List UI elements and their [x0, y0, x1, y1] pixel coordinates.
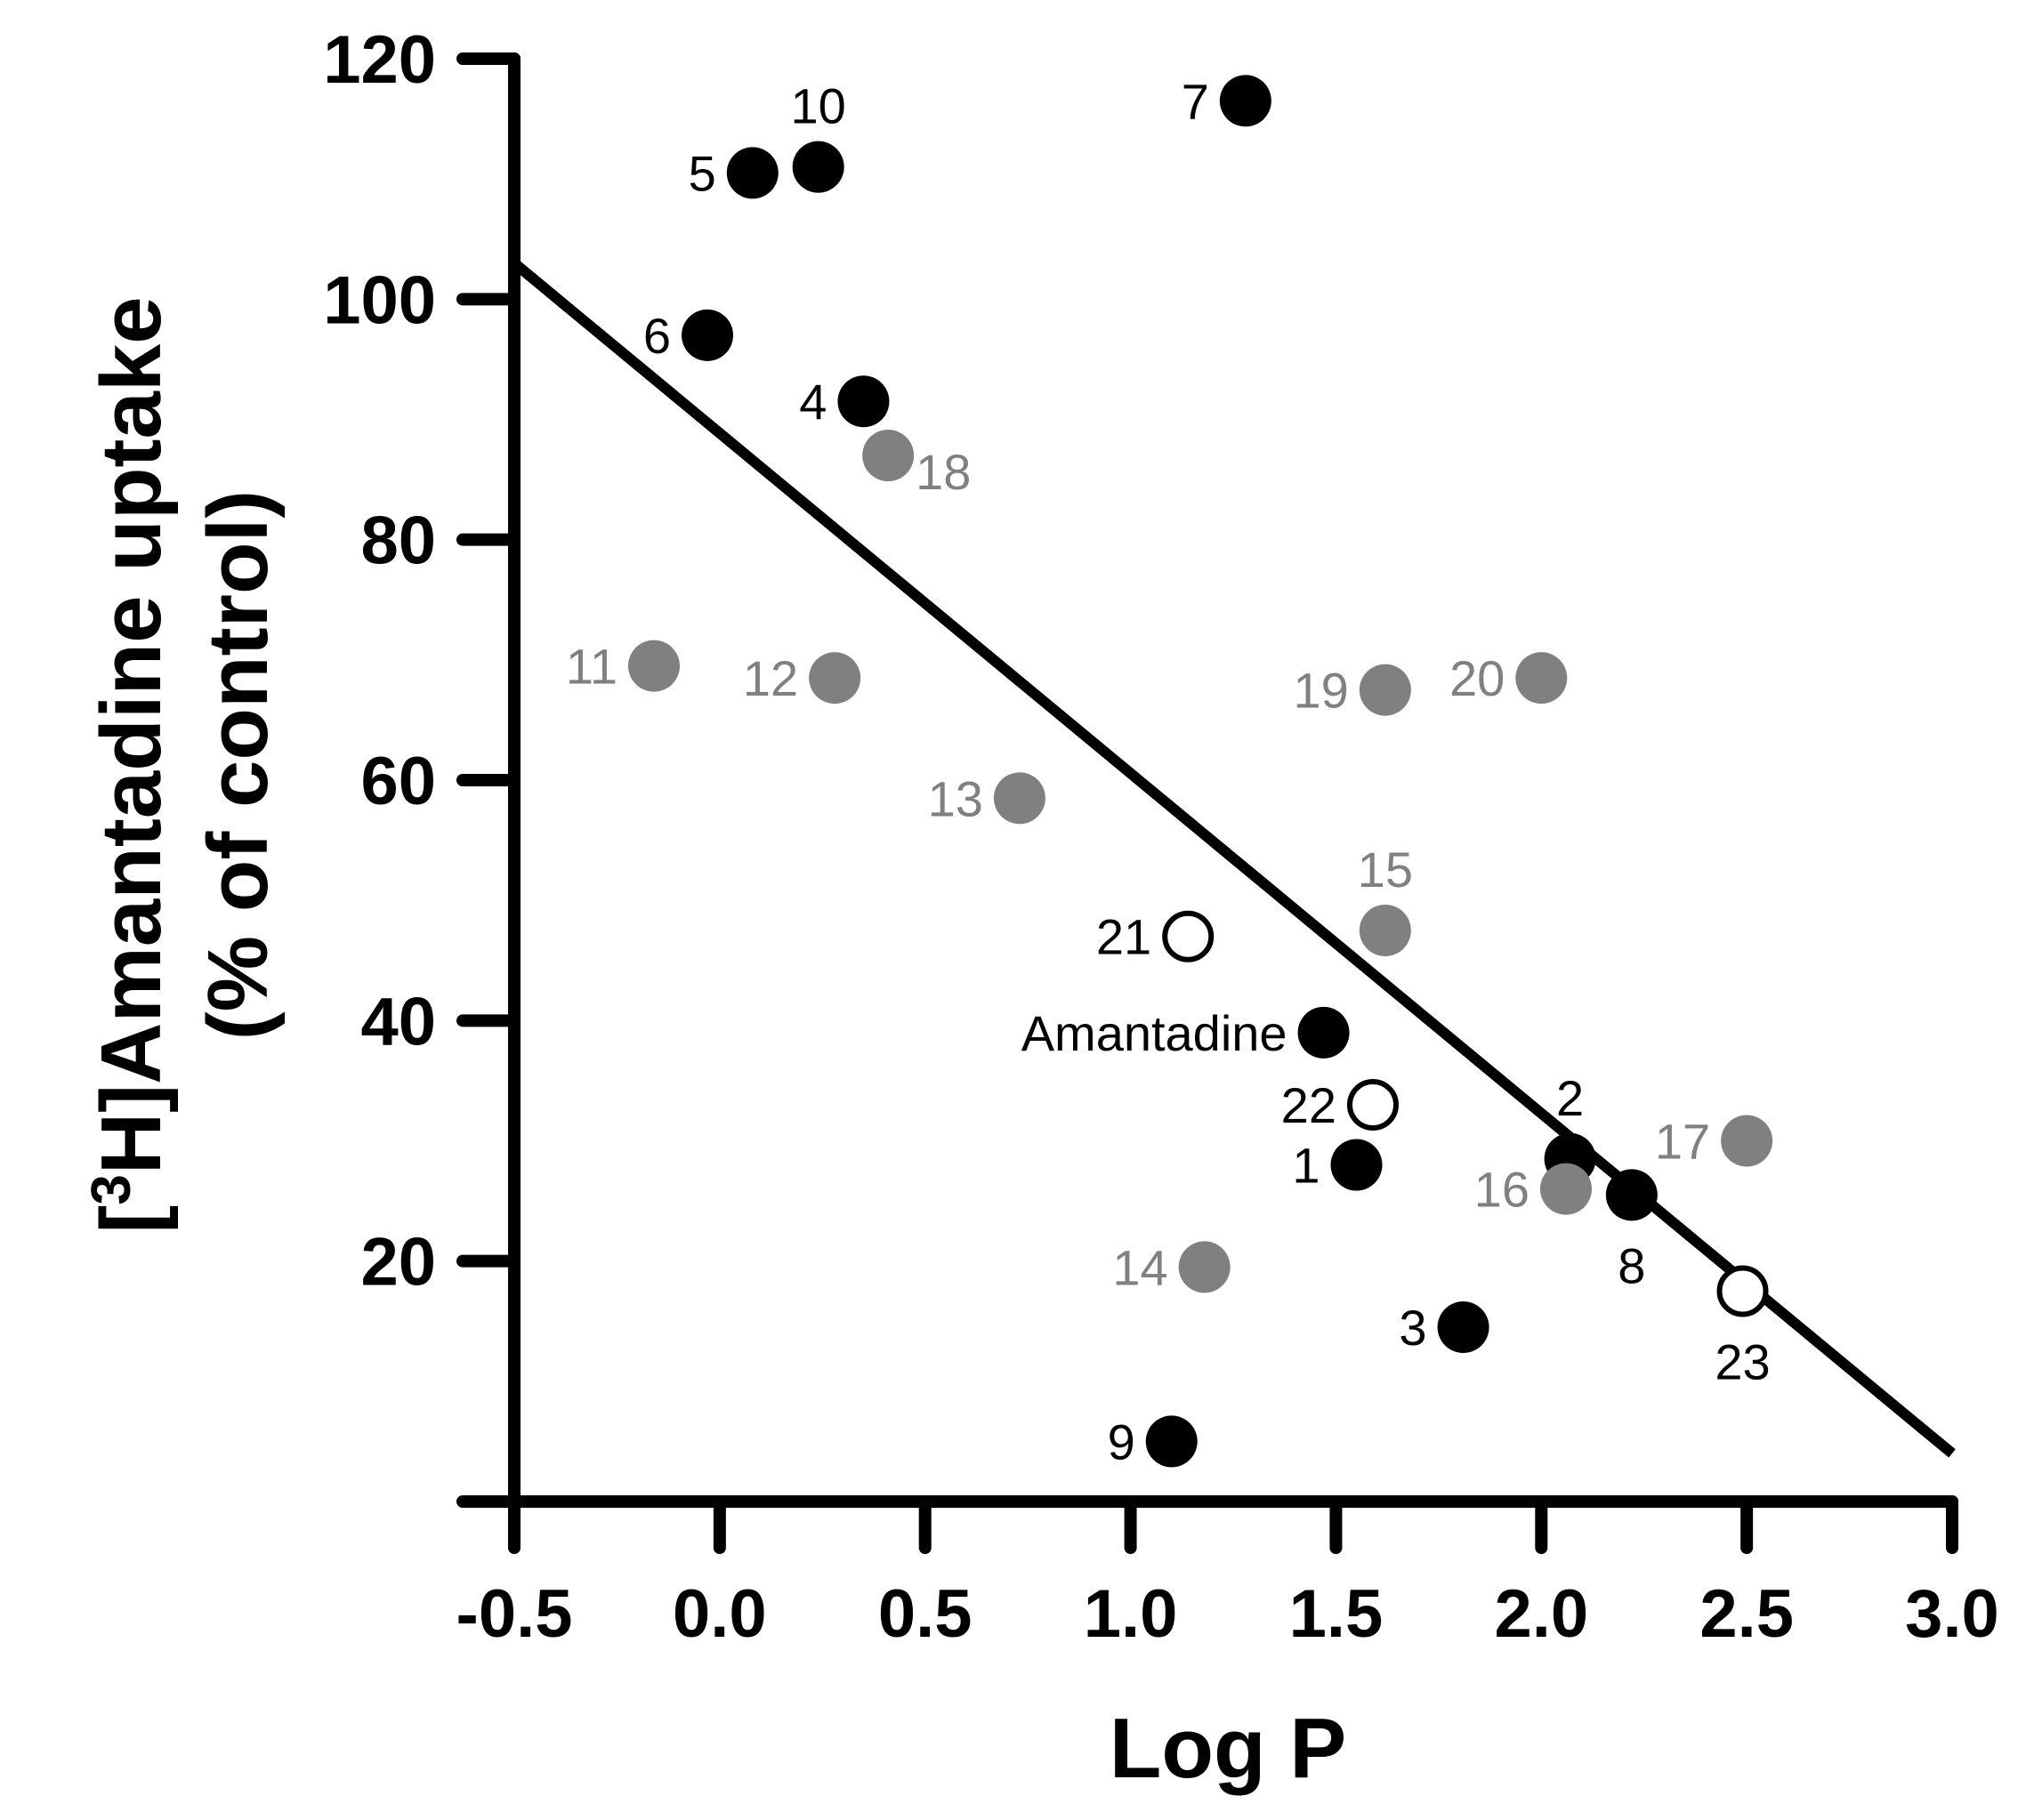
data-point-label: 4	[799, 374, 827, 430]
data-point-label: 19	[1294, 663, 1349, 719]
data-point-label: 2	[1556, 1070, 1584, 1126]
data-point-9	[1145, 1415, 1198, 1468]
data-point-20	[1515, 652, 1568, 705]
data-point-label: 10	[791, 78, 846, 134]
data-point-8	[1605, 1169, 1658, 1221]
data-point-22	[1346, 1078, 1399, 1131]
y-tick-label: 40	[360, 984, 436, 1059]
data-point-label: 5	[689, 145, 716, 201]
y-tick-label: 20	[360, 1225, 436, 1301]
data-point-label: 8	[1618, 1237, 1645, 1293]
data-point-label: 9	[1108, 1413, 1135, 1470]
regression-line	[511, 259, 1956, 1458]
x-tick-label: 1.0	[1084, 1576, 1178, 1652]
data-point-6	[682, 309, 734, 361]
data-point-label: 12	[743, 650, 798, 706]
x-axis-title: Log P	[1110, 1701, 1347, 1796]
data-point-label: 18	[916, 444, 971, 500]
data-point-21	[1162, 910, 1215, 962]
data-point-label: 15	[1358, 842, 1413, 898]
y-tick-label: 80	[360, 503, 436, 579]
svg-text:[3H]Amantadine uptake: [3H]Amantadine uptake	[81, 296, 179, 1233]
data-point-16	[1539, 1163, 1592, 1215]
x-tick-label: 3.0	[1905, 1576, 1999, 1652]
y-axis-title-prefix: [	[84, 1205, 179, 1234]
data-point-label: 1	[1292, 1138, 1320, 1194]
y-tick-label: 120	[323, 22, 436, 98]
data-point-7	[1219, 75, 1271, 127]
data-point-label: 20	[1449, 650, 1505, 706]
data-point-14	[1178, 1241, 1231, 1293]
y-axis-title: [3H]Amantadine uptake (% of control)	[81, 296, 286, 1233]
data-point-19	[1359, 664, 1411, 716]
data-point-label: 3	[1399, 1300, 1426, 1356]
data-point-11	[627, 640, 680, 692]
x-tick-label: 0.0	[673, 1576, 767, 1652]
x-tick-label: 2.5	[1699, 1576, 1794, 1652]
data-point-label: 11	[566, 639, 617, 695]
data-point-label: 17	[1655, 1114, 1710, 1170]
data-point-23	[1716, 1265, 1769, 1317]
y-tick-label: 100	[323, 262, 436, 338]
data-point-label: 21	[1096, 909, 1151, 965]
data-point-amantadine	[1297, 1006, 1350, 1059]
data-point-4	[837, 375, 890, 428]
x-tick-label: 1.5	[1289, 1576, 1384, 1652]
data-point-3	[1437, 1301, 1489, 1354]
data-point-label: 6	[643, 308, 671, 364]
data-point-label: 13	[928, 770, 983, 826]
data-point-17	[1721, 1115, 1773, 1167]
x-tick-label: -0.5	[456, 1576, 573, 1652]
data-point-label: 22	[1281, 1077, 1336, 1133]
y-axis-title-superscript: 3	[81, 1174, 142, 1204]
data-point-12	[809, 652, 861, 705]
data-point-13	[993, 772, 1045, 825]
data-point-label: 23	[1715, 1333, 1770, 1389]
x-tick-label: 2.0	[1494, 1576, 1588, 1652]
y-axis-title-line2: (% of control)	[190, 490, 286, 1041]
data-point-label: 14	[1112, 1239, 1167, 1295]
data-point-label: 16	[1474, 1162, 1530, 1218]
data-point-label: Amantadine	[1021, 1005, 1287, 1061]
y-axis-title-rest: H]Amantadine uptake	[84, 296, 179, 1174]
data-point-15	[1359, 904, 1411, 956]
data-point-label: 7	[1182, 73, 1209, 129]
data-point-18	[862, 430, 915, 482]
x-tick-label: 0.5	[878, 1576, 973, 1652]
data-point-1	[1330, 1139, 1383, 1191]
y-tick-label: 60	[360, 744, 436, 819]
data-point-10	[792, 141, 844, 193]
data-point-5	[726, 147, 779, 199]
